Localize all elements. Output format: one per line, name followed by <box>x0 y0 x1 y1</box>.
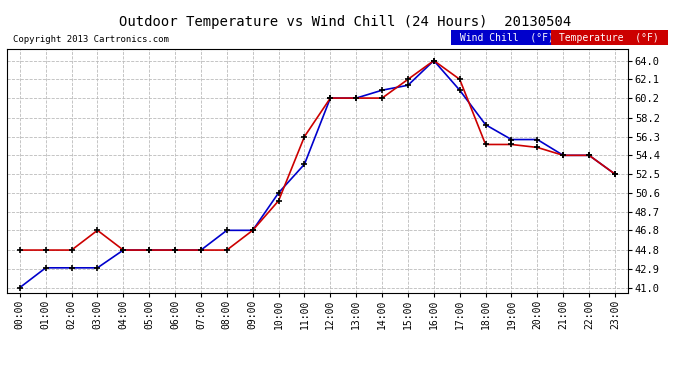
Text: Copyright 2013 Cartronics.com: Copyright 2013 Cartronics.com <box>13 35 169 44</box>
Text: Temperature  (°F): Temperature (°F) <box>553 33 665 43</box>
Text: Wind Chill  (°F): Wind Chill (°F) <box>454 33 560 43</box>
Text: Outdoor Temperature vs Wind Chill (24 Hours)  20130504: Outdoor Temperature vs Wind Chill (24 Ho… <box>119 15 571 29</box>
